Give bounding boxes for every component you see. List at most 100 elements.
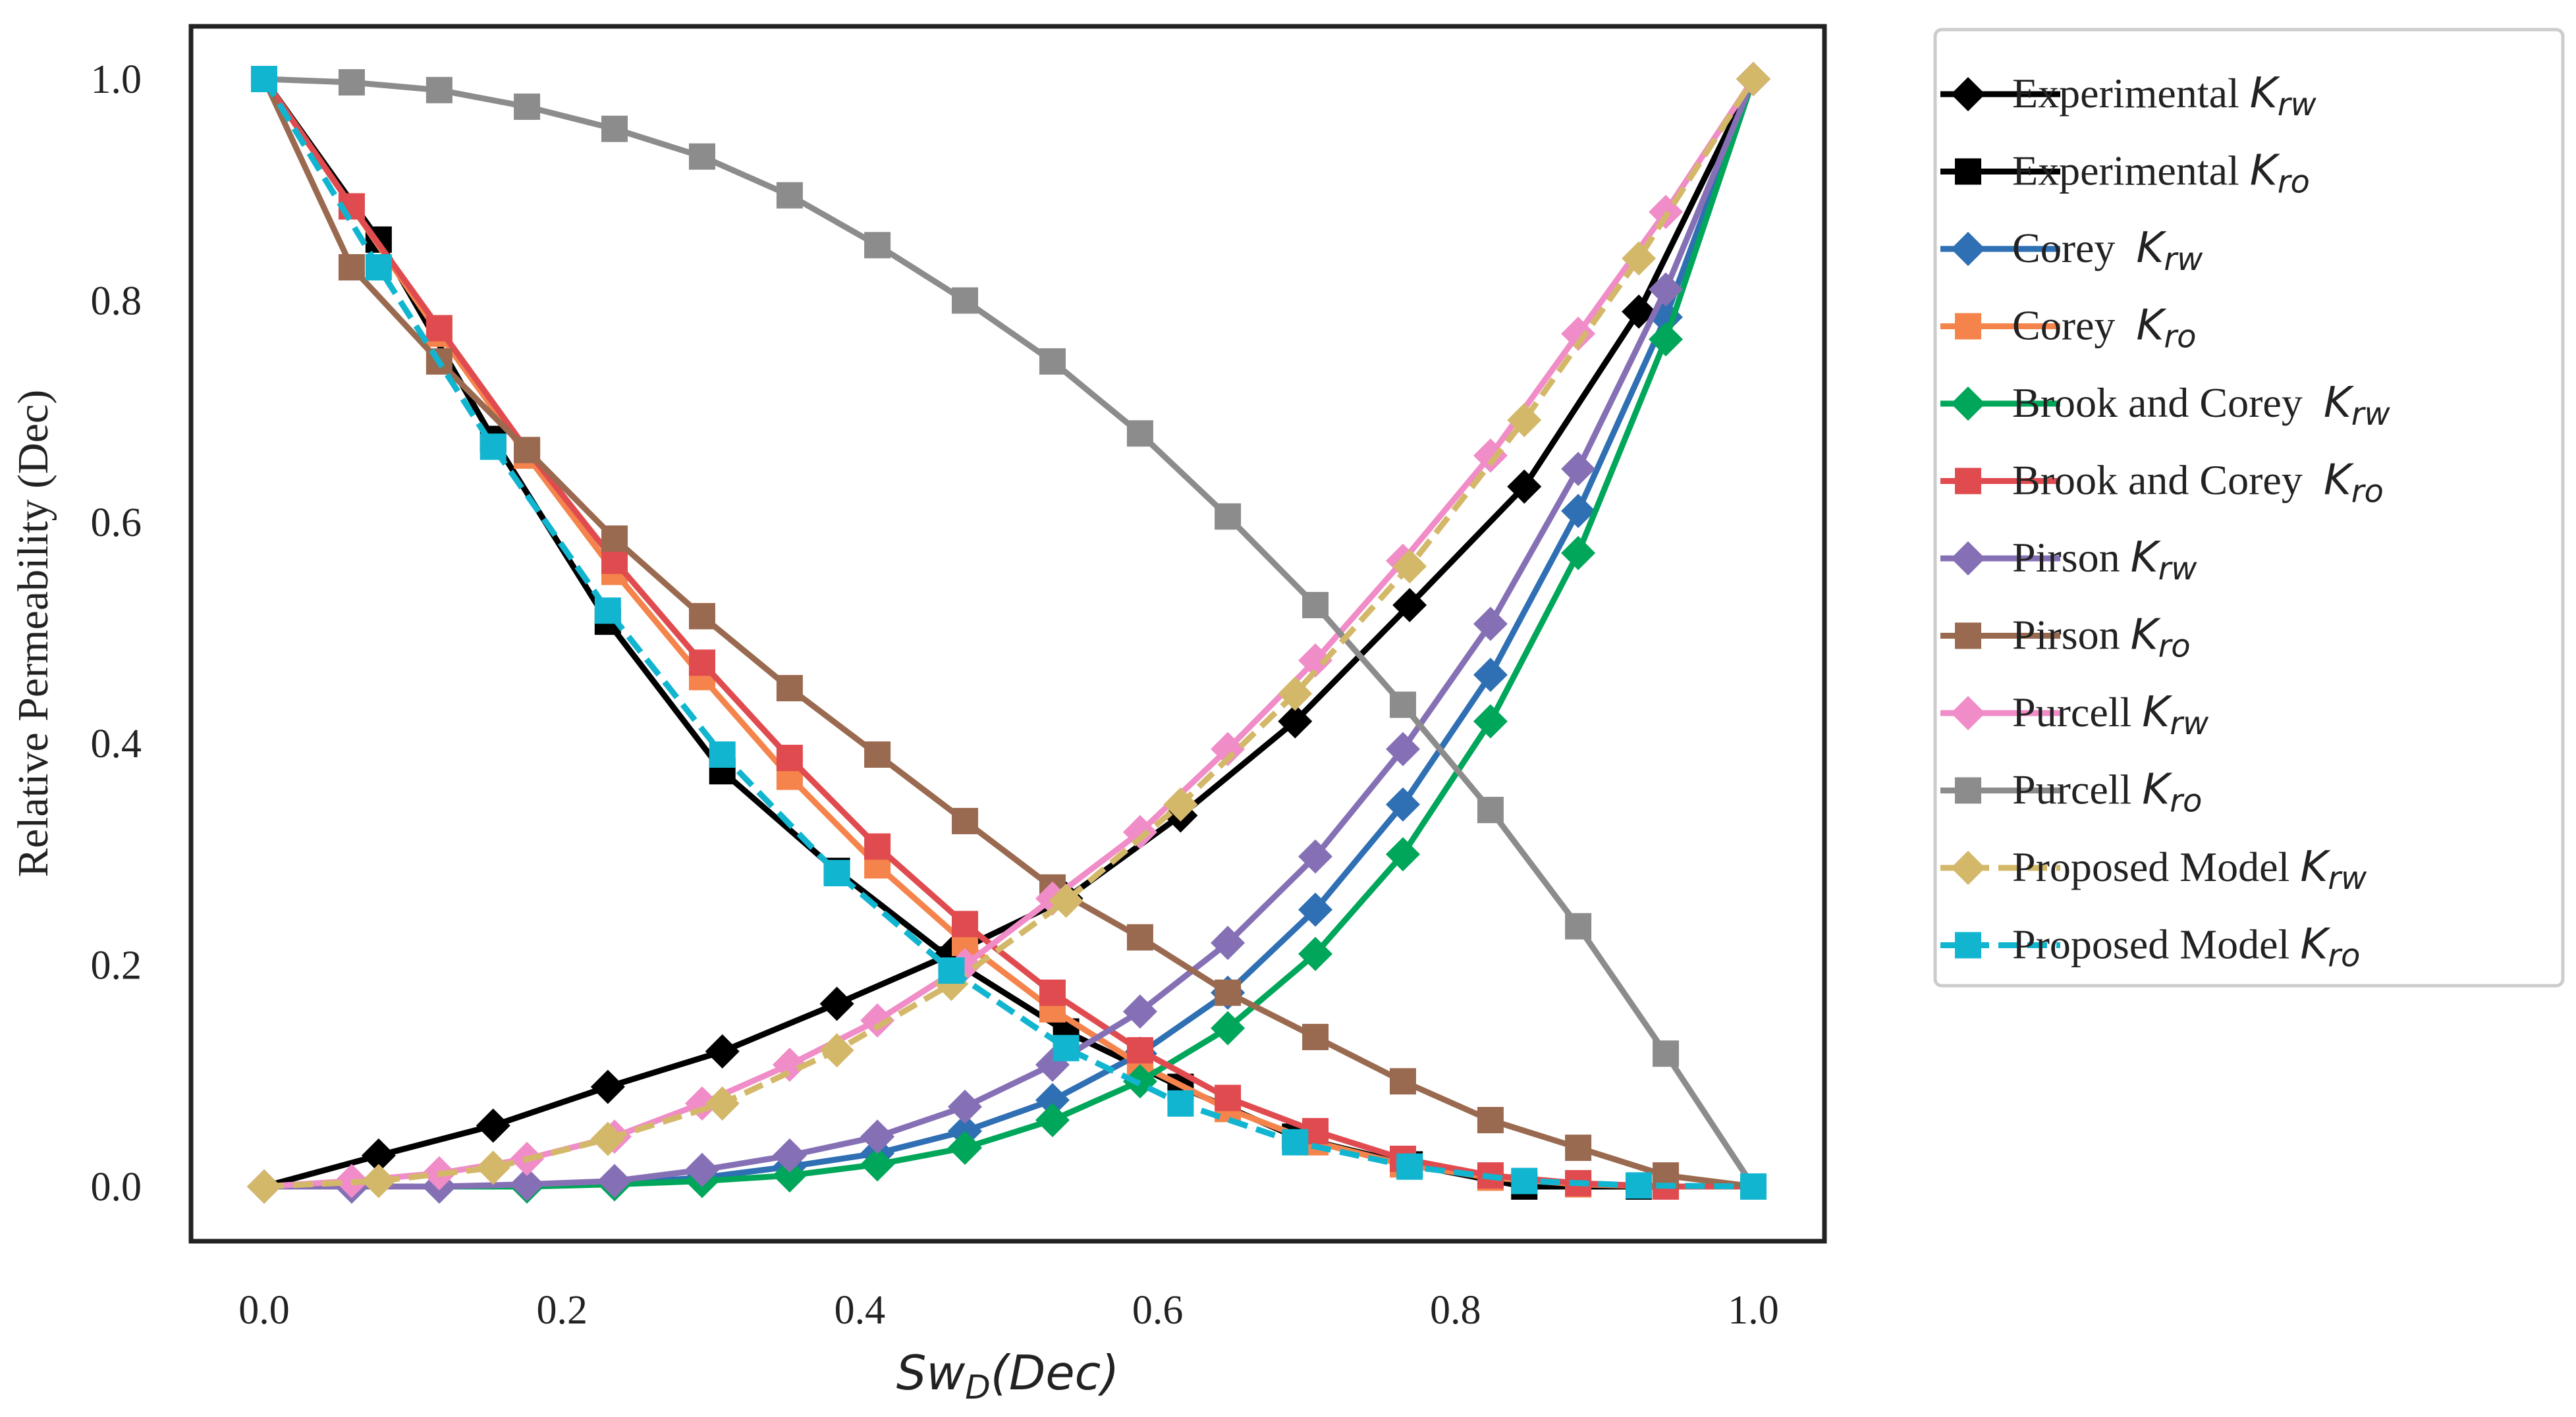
data-point [688, 649, 715, 676]
data-point [1649, 272, 1684, 307]
y-tick-label: 1.0 [91, 57, 142, 102]
data-point [952, 807, 979, 834]
x-tick-label: 0.2 [536, 1288, 588, 1333]
data-point [860, 1119, 895, 1154]
data-point [1565, 913, 1592, 940]
data-point [860, 1003, 895, 1038]
plot-frame [188, 24, 1827, 1244]
series-line [261, 78, 1754, 1190]
data-point [1211, 732, 1246, 766]
legend-label: Brook and Corey Kro [2012, 456, 2384, 510]
data-point [864, 741, 891, 768]
x-tick-label: 0.0 [238, 1288, 290, 1333]
series-line [264, 78, 1757, 1190]
x-tick-label: 1.0 [1728, 1288, 1779, 1333]
legend-entry: Pirson Kro [1940, 611, 2191, 665]
legend-label: Pirson Kro [2012, 611, 2191, 665]
legend-frame [1933, 28, 2565, 988]
data-point [1392, 549, 1427, 584]
data-point [1126, 420, 1153, 447]
data-point [1298, 643, 1333, 678]
data-point [1302, 1023, 1329, 1050]
data-point [1167, 1090, 1194, 1117]
data-point [1622, 294, 1657, 329]
data-point [948, 1089, 983, 1124]
data-point [1122, 815, 1157, 849]
data-point [1298, 892, 1333, 927]
data-point [601, 525, 628, 552]
data-point [1298, 936, 1333, 971]
data-point [1298, 839, 1333, 874]
legend-label: Proposed Model Krw [2012, 843, 2367, 897]
data-point [1211, 925, 1246, 960]
data-point [1473, 657, 1508, 692]
series-layer [247, 62, 1770, 1204]
data-point [1053, 1034, 1080, 1061]
series-purcell-krw [247, 62, 1770, 1204]
data-point [597, 1163, 632, 1198]
data-point [1477, 797, 1504, 824]
data-point [948, 1131, 983, 1165]
y-axis-label: Relative Permeability (Dec) [9, 390, 57, 877]
series-proposed-model-kro [251, 66, 1767, 1200]
legend-entry: Purcell Krw [1940, 688, 2209, 742]
data-point [1039, 348, 1066, 375]
y-tick-label: 0.2 [91, 944, 142, 988]
legend-entry: Brook and Corey Krw [1940, 379, 2391, 433]
series-line [261, 77, 1754, 1190]
data-point [514, 94, 541, 120]
data-point [776, 182, 803, 209]
data-point [594, 597, 621, 624]
data-point [1389, 1068, 1416, 1095]
legend-square-icon [1955, 468, 1981, 495]
series-line [263, 77, 1756, 1190]
data-point [819, 1033, 854, 1068]
data-point [860, 1147, 895, 1182]
data-point [590, 1069, 625, 1104]
series-proposed-model-krw [247, 62, 1770, 1204]
data-point [776, 745, 803, 772]
data-point [864, 232, 891, 259]
data-point [1163, 787, 1198, 822]
data-point [1473, 704, 1508, 739]
data-point [1035, 1103, 1070, 1138]
legend-entry: Corey Krw [1940, 224, 2203, 278]
data-point [1282, 1129, 1309, 1156]
data-point [1561, 493, 1596, 528]
legend-diamond-icon [1951, 696, 1985, 730]
data-point [688, 143, 715, 170]
data-point [425, 315, 452, 342]
legend-label: Proposed Model Kro [2012, 921, 2360, 975]
data-point [1126, 924, 1153, 951]
data-point [819, 986, 854, 1021]
data-point [1396, 1153, 1423, 1180]
data-point [1736, 62, 1770, 96]
data-point [1389, 691, 1416, 718]
data-point [1385, 787, 1420, 822]
legend-diamond-icon [1951, 541, 1985, 575]
data-point [1211, 1011, 1246, 1046]
legend-label: Experimental Kro [2012, 147, 2310, 201]
data-point [1511, 1167, 1538, 1194]
legend-label: Corey Kro [2012, 302, 2196, 356]
data-point [772, 1138, 807, 1173]
data-point [1626, 1172, 1653, 1199]
data-point [1302, 591, 1329, 618]
legend-diamond-icon [1951, 387, 1985, 421]
data-point [361, 1138, 396, 1173]
data-point [251, 66, 277, 92]
x-axis-label: SwD(Dec) [896, 1345, 1120, 1406]
data-point [1122, 994, 1157, 1029]
data-point [1473, 438, 1508, 473]
data-point [1278, 704, 1313, 739]
data-point [1392, 587, 1427, 622]
data-point [1561, 535, 1596, 570]
data-point [476, 1150, 510, 1185]
series-line [263, 77, 1756, 1190]
y-tick-labels: 0.0 0.2 0.4 0.6 0.8 1.0 [91, 57, 142, 1210]
data-point [601, 115, 628, 142]
data-point [1507, 403, 1542, 438]
series-pirson-krw [247, 62, 1770, 1204]
data-point [1649, 322, 1684, 357]
